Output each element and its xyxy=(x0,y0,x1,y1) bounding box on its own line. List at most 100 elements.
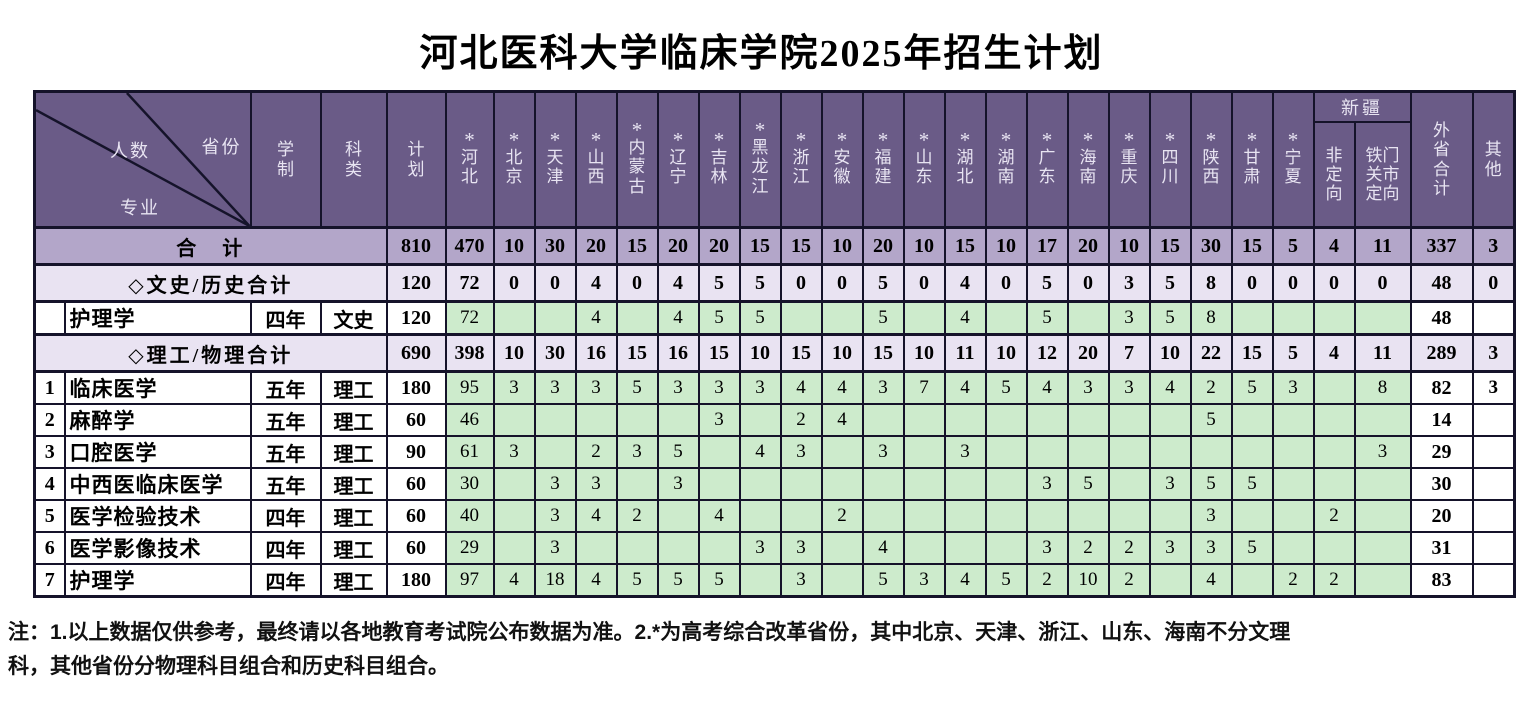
table-cell: 4 xyxy=(738,435,782,469)
table-row: 5 医学检验技术 四年 理工 60 40 3 4 2 4 2 3 2 20 xyxy=(33,499,1516,533)
table-cell xyxy=(1471,467,1516,501)
table-row: ◇理工/物理合计 690 398 10 30 16 15 16 15 10 15 10 15 10 11 10… xyxy=(33,333,1516,373)
category-cell: 理工 xyxy=(319,563,388,598)
table-cell xyxy=(1066,499,1110,533)
years-cell: 四年 xyxy=(249,531,322,565)
table-cell: 5 xyxy=(984,370,1028,405)
table-cell: 3 xyxy=(574,467,618,501)
header-xinjiang-tiemenguan: 铁门关市定向 xyxy=(1353,120,1412,229)
table-cell xyxy=(902,435,946,469)
table-cell: 20 xyxy=(1409,499,1474,533)
table-cell: 5 xyxy=(656,563,700,598)
table-cell xyxy=(492,403,536,437)
corner-label-major: 专业 xyxy=(120,198,160,218)
header-province-黑龙江: * 黑龙江 xyxy=(738,90,782,229)
table-cell: 8 xyxy=(1353,370,1412,405)
table-cell xyxy=(943,467,987,501)
table-cell xyxy=(943,403,987,437)
table-cell: 3 xyxy=(1025,531,1069,565)
table-cell xyxy=(779,300,823,336)
table-cell: 470 xyxy=(444,226,495,266)
table-cell xyxy=(1148,403,1192,437)
table-cell: 2 xyxy=(1066,531,1110,565)
table-cell xyxy=(615,531,659,565)
table-cell: 0 xyxy=(1066,263,1110,303)
table-cell: 337 xyxy=(1409,226,1474,266)
table-cell: 3 xyxy=(1271,370,1315,405)
table-cell: 10 xyxy=(738,333,782,373)
table-cell: 3 xyxy=(1025,467,1069,501)
table-cell: 0 xyxy=(492,263,536,303)
major-cell: 护理学 xyxy=(63,300,252,336)
table-cell xyxy=(533,403,577,437)
table-cell xyxy=(697,467,741,501)
header-row-1: 省份 人数 专业 学制科类计划 * 河北 * 北京 * 天津 * 山西 * 内蒙古 * 辽宁 * 吉林 * 黑龙江 * 浙… xyxy=(33,90,1516,229)
table-cell: 5 xyxy=(1230,370,1274,405)
table-cell: 0 xyxy=(615,263,659,303)
header-province-海南: * 海南 xyxy=(1066,90,1110,229)
row-label-cell: ◇文史/历史合计 xyxy=(33,263,388,303)
table-cell: 3 xyxy=(1471,370,1516,405)
table-cell xyxy=(1271,300,1315,336)
table-cell xyxy=(902,300,946,336)
table-cell: 3 xyxy=(533,467,577,501)
table-cell: 810 xyxy=(385,226,447,266)
row-number-cell: 4 xyxy=(33,467,66,501)
header-province-安徽: * 安徽 xyxy=(820,90,864,229)
table-cell: 0 xyxy=(1312,263,1356,303)
table-row: 2 麻醉学 五年 理工 60 46 3 2 4 5 14 xyxy=(33,403,1516,437)
table-cell: 3 xyxy=(533,499,577,533)
table-cell: 3 xyxy=(615,435,659,469)
table-cell: 0 xyxy=(1353,263,1412,303)
table-cell xyxy=(1312,467,1356,501)
table-cell xyxy=(861,403,905,437)
table-cell: 4 xyxy=(1312,226,1356,266)
table-cell xyxy=(1312,300,1356,336)
table-row: ◇文史/历史合计 120 72 0 0 4 0 4 5 5 0 0 5 0 4 0 5 0 3 5 8 0 0 0 0 48 0 xyxy=(33,263,1516,303)
table-row: 7 护理学 四年 理工 180 97 4 18 4 5 5 5 3 5 3 4 5 2 10 2 4 2 2 83 xyxy=(33,563,1516,598)
reform-star-icon: * xyxy=(672,127,684,152)
category-cell: 理工 xyxy=(319,435,388,469)
table-cell: 2 xyxy=(820,499,864,533)
header-waisheng-total: 外省合计 xyxy=(1409,90,1474,229)
table-cell: 10 xyxy=(984,333,1028,373)
table-cell: 48 xyxy=(1409,263,1474,303)
table-cell: 289 xyxy=(1409,333,1474,373)
table-cell: 5 xyxy=(656,435,700,469)
reform-star-icon: * xyxy=(590,127,602,152)
table-cell: 95 xyxy=(444,370,495,405)
table-cell: 2 xyxy=(1107,563,1151,598)
table-cell: 0 xyxy=(1471,263,1516,303)
table-cell xyxy=(779,467,823,501)
table-cell: 3 xyxy=(779,531,823,565)
table-cell: 180 xyxy=(385,370,447,405)
table-cell: 3 xyxy=(492,435,536,469)
table-cell: 15 xyxy=(1148,226,1192,266)
table-cell: 4 xyxy=(820,403,864,437)
table-cell: 5 xyxy=(738,263,782,303)
table-cell: 5 xyxy=(615,370,659,405)
corner-header: 省份 人数 专业 xyxy=(33,90,252,229)
table-cell: 2 xyxy=(1107,531,1151,565)
table-cell xyxy=(861,467,905,501)
table-cell: 20 xyxy=(574,226,618,266)
reform-star-icon: * xyxy=(918,127,930,152)
table-cell: 398 xyxy=(444,333,495,373)
table-cell: 61 xyxy=(444,435,495,469)
table-cell: 10 xyxy=(902,226,946,266)
table-cell xyxy=(820,300,864,336)
table-cell xyxy=(574,531,618,565)
table-cell xyxy=(1353,499,1412,533)
table-cell: 5 xyxy=(861,300,905,336)
table-cell: 3 xyxy=(1148,531,1192,565)
table-cell: 3 xyxy=(533,531,577,565)
table-cell xyxy=(902,403,946,437)
table-cell: 3 xyxy=(492,370,536,405)
table-cell xyxy=(902,499,946,533)
table-row: 4 中西医临床医学 五年 理工 60 30 3 3 3 3 5 3 5 5 30 xyxy=(33,467,1516,501)
table-cell xyxy=(1271,435,1315,469)
header-province-宁夏: * 宁夏 xyxy=(1271,90,1315,229)
header-province-甘肃: * 甘肃 xyxy=(1230,90,1274,229)
category-cell: 理工 xyxy=(319,531,388,565)
table-cell: 15 xyxy=(697,333,741,373)
